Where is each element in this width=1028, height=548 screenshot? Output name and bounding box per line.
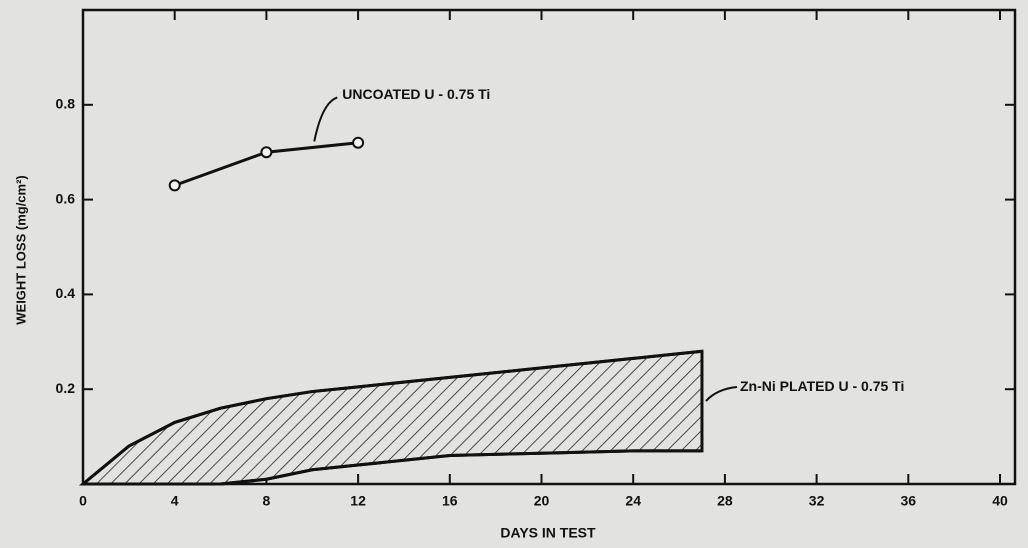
annotation-arrow bbox=[313, 96, 338, 142]
x-axis-title: DAYS IN TEST bbox=[500, 525, 596, 541]
x-tick-label: 20 bbox=[534, 493, 550, 509]
band-area bbox=[78, 349, 704, 486]
band-upper bbox=[82, 349, 703, 486]
plot-frame bbox=[81, 8, 1017, 486]
data-point bbox=[168, 179, 181, 192]
band-label: Zn-Ni PLATED U - 0.75 Ti bbox=[740, 378, 904, 394]
x-tick-label: 28 bbox=[717, 493, 733, 509]
x-tick-label: 0 bbox=[79, 493, 87, 509]
y-tick-label: 0.2 bbox=[56, 380, 76, 396]
y-tick-label: 0.8 bbox=[56, 96, 76, 112]
x-tick-label: 36 bbox=[901, 493, 917, 509]
data-point bbox=[260, 146, 273, 159]
annotation-arrow bbox=[705, 386, 738, 402]
x-tick-label: 12 bbox=[350, 493, 366, 509]
x-tick-label: 8 bbox=[263, 493, 271, 509]
x-tick-label: 40 bbox=[992, 493, 1008, 509]
y-tick-label: 0.4 bbox=[56, 285, 76, 301]
series-label: UNCOATED U - 0.75 Ti bbox=[342, 86, 490, 102]
x-tick-label: 4 bbox=[171, 493, 179, 509]
x-tick-label: 24 bbox=[625, 493, 641, 509]
y-tick-label: 0.6 bbox=[56, 190, 76, 206]
x-tick-label: 16 bbox=[442, 493, 458, 509]
y-axis-title: WEIGHT LOSS (mg/cm²) bbox=[13, 175, 28, 325]
band-lower bbox=[83, 449, 702, 486]
data-point bbox=[352, 136, 365, 149]
x-tick-label: 32 bbox=[809, 493, 825, 509]
